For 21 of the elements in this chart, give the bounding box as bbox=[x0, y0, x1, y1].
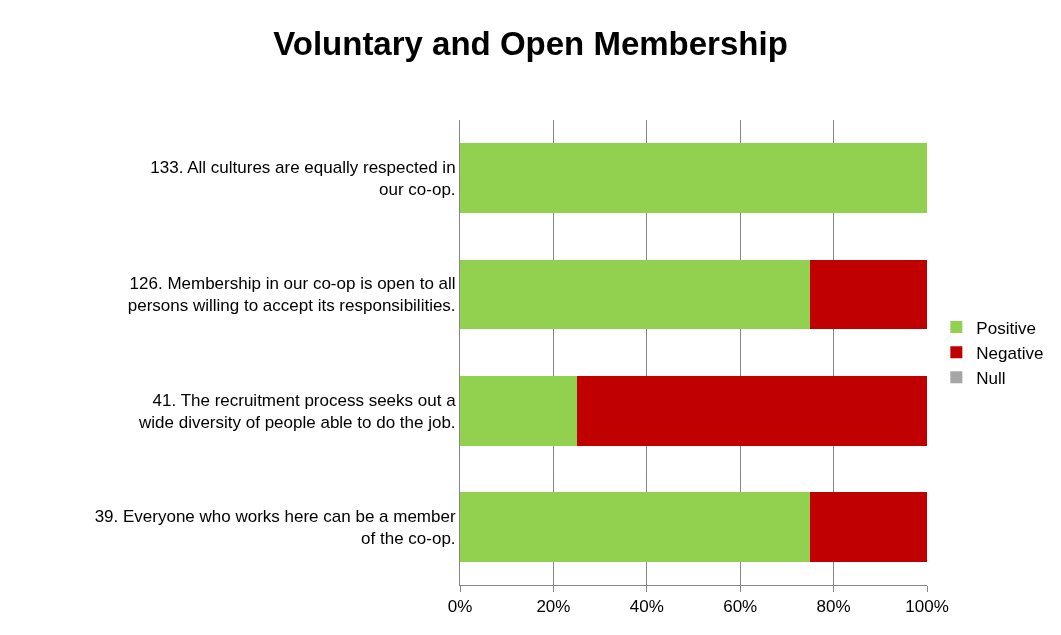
chart-title: Voluntary and Open Membership bbox=[273, 24, 788, 62]
legend-label: Positive bbox=[976, 318, 1036, 338]
legend-label: Negative bbox=[976, 343, 1044, 363]
bar bbox=[460, 259, 811, 330]
y-tick-label: 133. All cultures are equally respected in our co-op. bbox=[150, 158, 456, 200]
bar bbox=[576, 375, 927, 446]
y-tick-label: 126. Membership in our co-op is open to all persons willing to accept its responsibilities. bbox=[127, 274, 456, 316]
x-tick-label: 60% bbox=[723, 597, 758, 617]
x-tick-label: 40% bbox=[629, 597, 664, 617]
x-tick-label: 20% bbox=[536, 597, 571, 617]
bar bbox=[460, 492, 811, 562]
bar bbox=[810, 492, 927, 562]
x-tick-label: 0% bbox=[447, 597, 473, 617]
bar bbox=[460, 143, 927, 213]
bar bbox=[460, 375, 577, 446]
y-tick-label: 39. Everyone who works here can be a member of the co-op. bbox=[94, 506, 456, 548]
y-tick-label: 41. The recruitment process seeks out a wide diversity of people able to do the job. bbox=[138, 390, 457, 432]
x-tick-label: 80% bbox=[816, 597, 851, 617]
bar bbox=[810, 259, 927, 330]
legend-label: Null bbox=[976, 368, 1006, 388]
x-tick-label: 100% bbox=[905, 597, 949, 617]
